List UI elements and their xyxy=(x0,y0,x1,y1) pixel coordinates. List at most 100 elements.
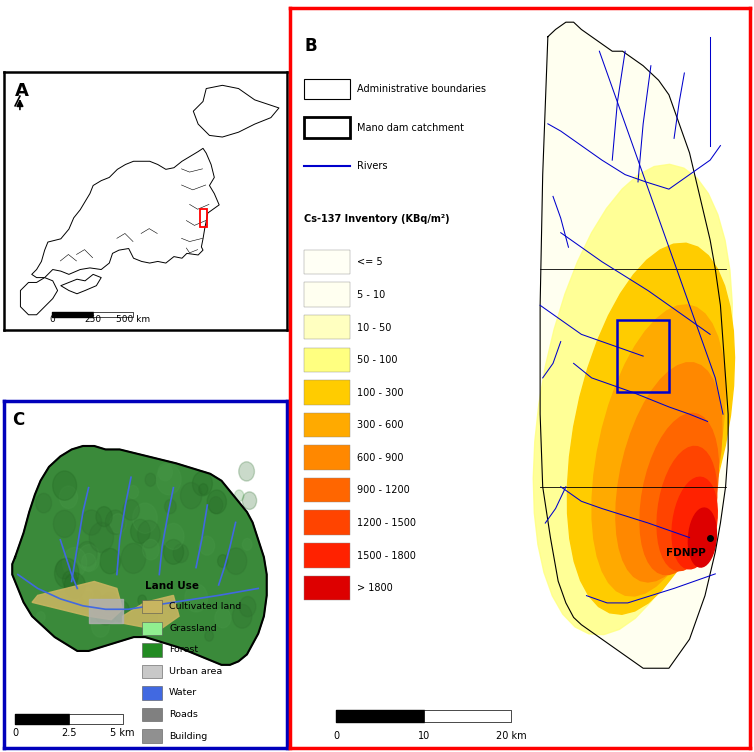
Text: 900 - 1200: 900 - 1200 xyxy=(357,486,409,496)
Text: A: A xyxy=(15,82,29,100)
Bar xyxy=(618,320,669,393)
Text: 0: 0 xyxy=(12,728,18,738)
Circle shape xyxy=(130,520,150,544)
Circle shape xyxy=(102,592,118,612)
Circle shape xyxy=(54,511,75,538)
Circle shape xyxy=(242,492,256,509)
Polygon shape xyxy=(657,447,717,571)
Text: C: C xyxy=(12,411,24,429)
Polygon shape xyxy=(616,363,722,582)
Circle shape xyxy=(145,473,156,487)
Circle shape xyxy=(121,543,146,573)
Polygon shape xyxy=(12,446,267,665)
Text: 100 - 300: 100 - 300 xyxy=(357,388,403,398)
Text: 20 km: 20 km xyxy=(495,731,526,741)
Bar xyxy=(304,282,350,307)
Circle shape xyxy=(163,523,184,550)
Circle shape xyxy=(93,596,118,625)
Text: Forest: Forest xyxy=(169,645,198,654)
Text: 5 - 10: 5 - 10 xyxy=(357,290,385,300)
Text: Cultivated land: Cultivated land xyxy=(169,602,241,611)
Circle shape xyxy=(242,538,252,550)
Bar xyxy=(304,380,350,405)
Polygon shape xyxy=(640,414,719,575)
Bar xyxy=(304,117,350,138)
Text: 500 km: 500 km xyxy=(116,315,150,324)
Circle shape xyxy=(77,541,97,566)
Circle shape xyxy=(64,572,85,599)
Circle shape xyxy=(110,514,126,533)
Circle shape xyxy=(96,507,112,526)
Circle shape xyxy=(158,463,173,481)
Circle shape xyxy=(143,539,159,560)
Text: Water: Water xyxy=(169,689,198,698)
Text: Land Use: Land Use xyxy=(145,581,199,592)
Text: Urban area: Urban area xyxy=(169,667,222,676)
Circle shape xyxy=(232,605,252,628)
Circle shape xyxy=(199,536,215,555)
Text: Building: Building xyxy=(169,732,207,741)
Circle shape xyxy=(173,544,188,562)
Bar xyxy=(304,250,350,274)
Polygon shape xyxy=(89,599,122,623)
Polygon shape xyxy=(533,164,732,635)
Text: Mano dam catchment: Mano dam catchment xyxy=(357,123,464,132)
Circle shape xyxy=(215,608,231,628)
Circle shape xyxy=(36,611,45,623)
Bar xyxy=(143,708,162,721)
Circle shape xyxy=(239,596,256,617)
Bar xyxy=(304,445,350,470)
Bar xyxy=(304,413,350,437)
Text: 1500 - 1800: 1500 - 1800 xyxy=(357,550,416,561)
Polygon shape xyxy=(122,596,179,630)
Bar xyxy=(143,729,162,743)
Circle shape xyxy=(81,510,102,535)
Bar xyxy=(304,575,350,600)
Circle shape xyxy=(192,472,213,496)
Circle shape xyxy=(63,571,78,589)
Circle shape xyxy=(180,483,202,509)
Text: Rivers: Rivers xyxy=(357,161,388,171)
Text: 0: 0 xyxy=(49,315,55,324)
Text: Administrative boundaries: Administrative boundaries xyxy=(357,84,486,94)
Bar xyxy=(304,79,350,99)
Circle shape xyxy=(54,558,79,588)
Circle shape xyxy=(53,471,77,500)
Text: Roads: Roads xyxy=(169,710,198,719)
Polygon shape xyxy=(672,478,717,569)
Polygon shape xyxy=(688,508,716,567)
Circle shape xyxy=(123,500,139,520)
Circle shape xyxy=(239,462,254,481)
Text: B: B xyxy=(304,37,317,55)
Text: <= 5: <= 5 xyxy=(357,257,382,267)
Circle shape xyxy=(138,595,146,605)
Text: 5 km: 5 km xyxy=(110,728,135,738)
Bar xyxy=(304,478,350,502)
Polygon shape xyxy=(32,581,122,620)
Circle shape xyxy=(35,493,51,513)
Circle shape xyxy=(164,499,176,514)
Circle shape xyxy=(205,631,213,641)
Text: 50 - 100: 50 - 100 xyxy=(357,355,397,365)
Circle shape xyxy=(156,465,181,495)
Circle shape xyxy=(60,486,78,508)
Circle shape xyxy=(234,490,244,502)
Text: 250: 250 xyxy=(84,315,101,324)
Circle shape xyxy=(106,510,125,535)
Circle shape xyxy=(89,523,114,553)
Circle shape xyxy=(102,603,112,615)
Circle shape xyxy=(100,548,121,574)
Circle shape xyxy=(133,503,158,533)
Circle shape xyxy=(128,485,139,499)
Bar xyxy=(143,643,162,656)
Circle shape xyxy=(158,610,170,625)
Bar xyxy=(304,511,350,535)
Circle shape xyxy=(82,587,93,600)
Circle shape xyxy=(209,496,223,514)
Bar xyxy=(143,687,162,699)
Circle shape xyxy=(199,484,208,495)
Bar xyxy=(200,209,207,227)
Circle shape xyxy=(164,539,184,564)
Text: 1200 - 1500: 1200 - 1500 xyxy=(357,518,416,528)
Text: 10 - 50: 10 - 50 xyxy=(357,323,391,332)
